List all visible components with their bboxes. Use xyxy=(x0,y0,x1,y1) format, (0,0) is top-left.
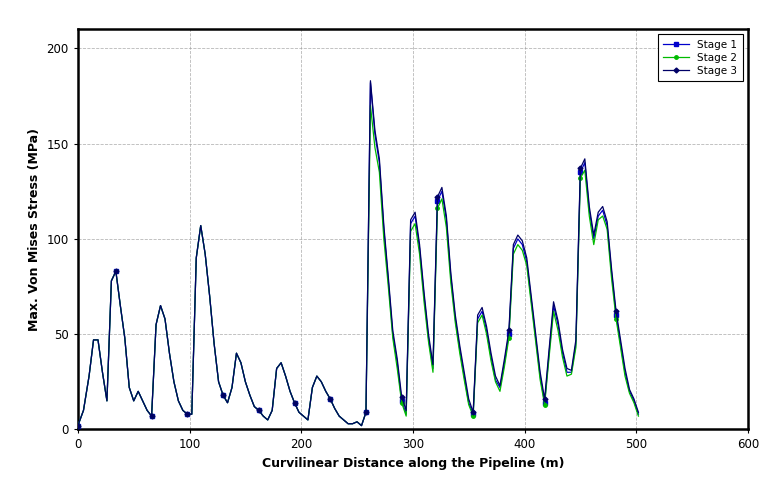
Stage 2 xyxy=(424,339,433,345)
Stage 1 xyxy=(73,423,83,428)
Stage 1 xyxy=(634,411,643,417)
Line: Stage 1: Stage 1 xyxy=(76,81,640,427)
Stage 3 xyxy=(411,209,420,215)
Line: Stage 3: Stage 3 xyxy=(76,79,640,427)
Stage 3 xyxy=(366,78,375,83)
Stage 1 xyxy=(339,417,348,423)
Stage 3 xyxy=(73,423,83,428)
Y-axis label: Max. Von Mises Stress (MPa): Max. Von Mises Stress (MPa) xyxy=(28,128,41,331)
Stage 2 xyxy=(450,320,460,325)
Stage 3 xyxy=(634,409,643,415)
Stage 3 xyxy=(424,331,433,337)
Stage 1 xyxy=(218,392,227,398)
Stage 2 xyxy=(218,392,227,398)
Stage 2 xyxy=(366,102,375,108)
Stage 2 xyxy=(411,221,420,226)
Stage 3 xyxy=(111,268,121,274)
Legend: Stage 1, Stage 2, Stage 3: Stage 1, Stage 2, Stage 3 xyxy=(657,35,742,81)
Stage 1 xyxy=(450,316,460,322)
Stage 2 xyxy=(634,413,643,419)
Stage 1 xyxy=(111,268,121,274)
Line: Stage 2: Stage 2 xyxy=(76,104,640,427)
Stage 2 xyxy=(73,423,83,428)
Stage 1 xyxy=(366,80,375,85)
Stage 1 xyxy=(411,213,420,219)
Stage 3 xyxy=(450,312,460,318)
X-axis label: Curvilinear Distance along the Pipeline (m): Curvilinear Distance along the Pipeline … xyxy=(262,457,564,470)
Stage 2 xyxy=(339,417,348,423)
Stage 3 xyxy=(218,392,227,398)
Stage 1 xyxy=(424,335,433,341)
Stage 3 xyxy=(339,417,348,423)
Stage 2 xyxy=(111,268,121,274)
